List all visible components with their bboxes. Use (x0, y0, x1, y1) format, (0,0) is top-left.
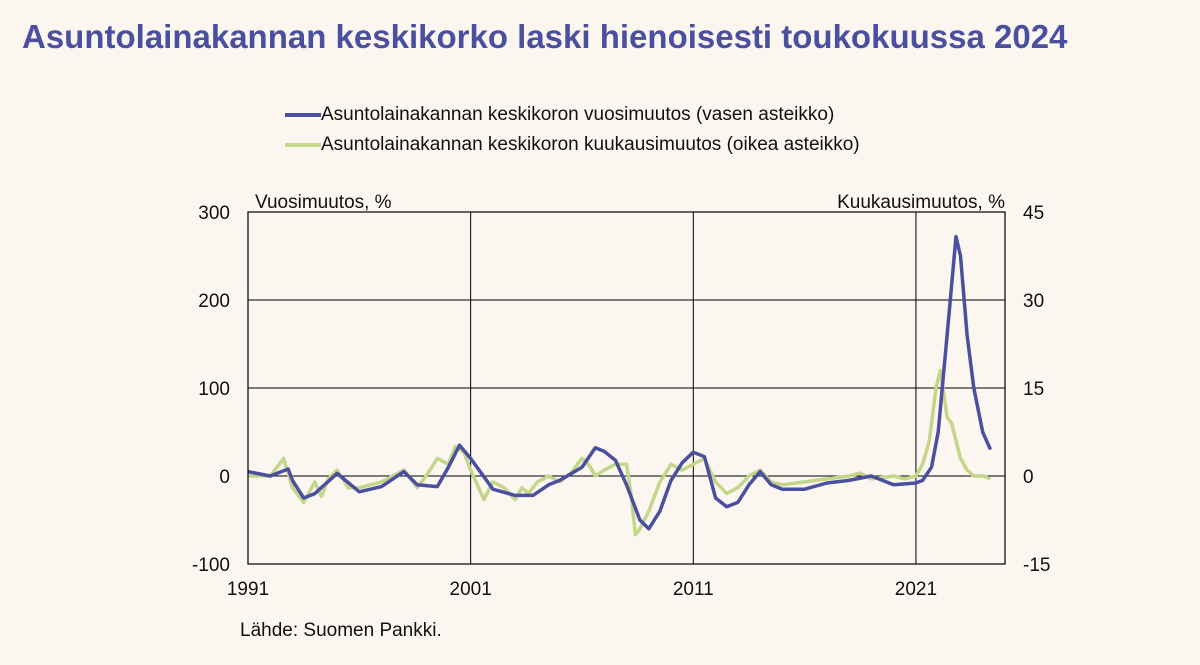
x-tick-label: 2021 (895, 579, 937, 600)
y-left-tick-label: -100 (192, 555, 230, 576)
source-note: Lähde: Suomen Pankki. (240, 620, 442, 641)
legend-entry-series1: Asuntolainakannan keskikoron vuosimuutos… (285, 100, 860, 130)
legend-label-series1: Asuntolainakannan keskikoron vuosimuutos… (321, 104, 835, 125)
x-tick-label: 2011 (673, 579, 714, 600)
chart-title: Asuntolainakannan keskikorko laski hieno… (22, 18, 1068, 55)
tick-labels: 300 45 200 30 100 15 0 0 -100 -15 1991 2001 2011 2021 (192, 203, 1051, 600)
y-right-tick-label: 15 (1023, 379, 1044, 400)
y-right-tick-label: 0 (1023, 467, 1034, 488)
legend-swatch-series2 (285, 143, 321, 147)
x-tick-label: 1991 (227, 579, 269, 600)
grid-lines (247, 211, 1005, 565)
series-line-2 (248, 368, 992, 537)
y-right-axis-label: Kuukausimuutos, % (837, 192, 1005, 213)
y-right-tick-label: 30 (1023, 291, 1044, 312)
y-left-tick-label: 0 (219, 467, 230, 488)
y-right-tick-label: 45 (1023, 203, 1044, 224)
series-line-1 (247, 234, 993, 531)
series-lines (247, 234, 993, 537)
plot-frame (247, 211, 1006, 565)
legend-swatch-series1 (285, 113, 321, 117)
y-right-tick-label: -15 (1023, 555, 1050, 576)
x-tick-label: 2001 (450, 579, 492, 600)
y-left-tick-label: 200 (198, 291, 230, 312)
y-left-axis-label: Vuosimuutos, % (255, 192, 392, 213)
y-left-tick-label: 100 (198, 379, 230, 400)
legend: Asuntolainakannan keskikoron vuosimuutos… (285, 100, 860, 160)
y-left-tick-label: 300 (198, 203, 230, 224)
legend-entry-series2: Asuntolainakannan keskikoron kuukausimuu… (285, 130, 860, 160)
legend-label-series2: Asuntolainakannan keskikoron kuukausimuu… (321, 134, 860, 155)
